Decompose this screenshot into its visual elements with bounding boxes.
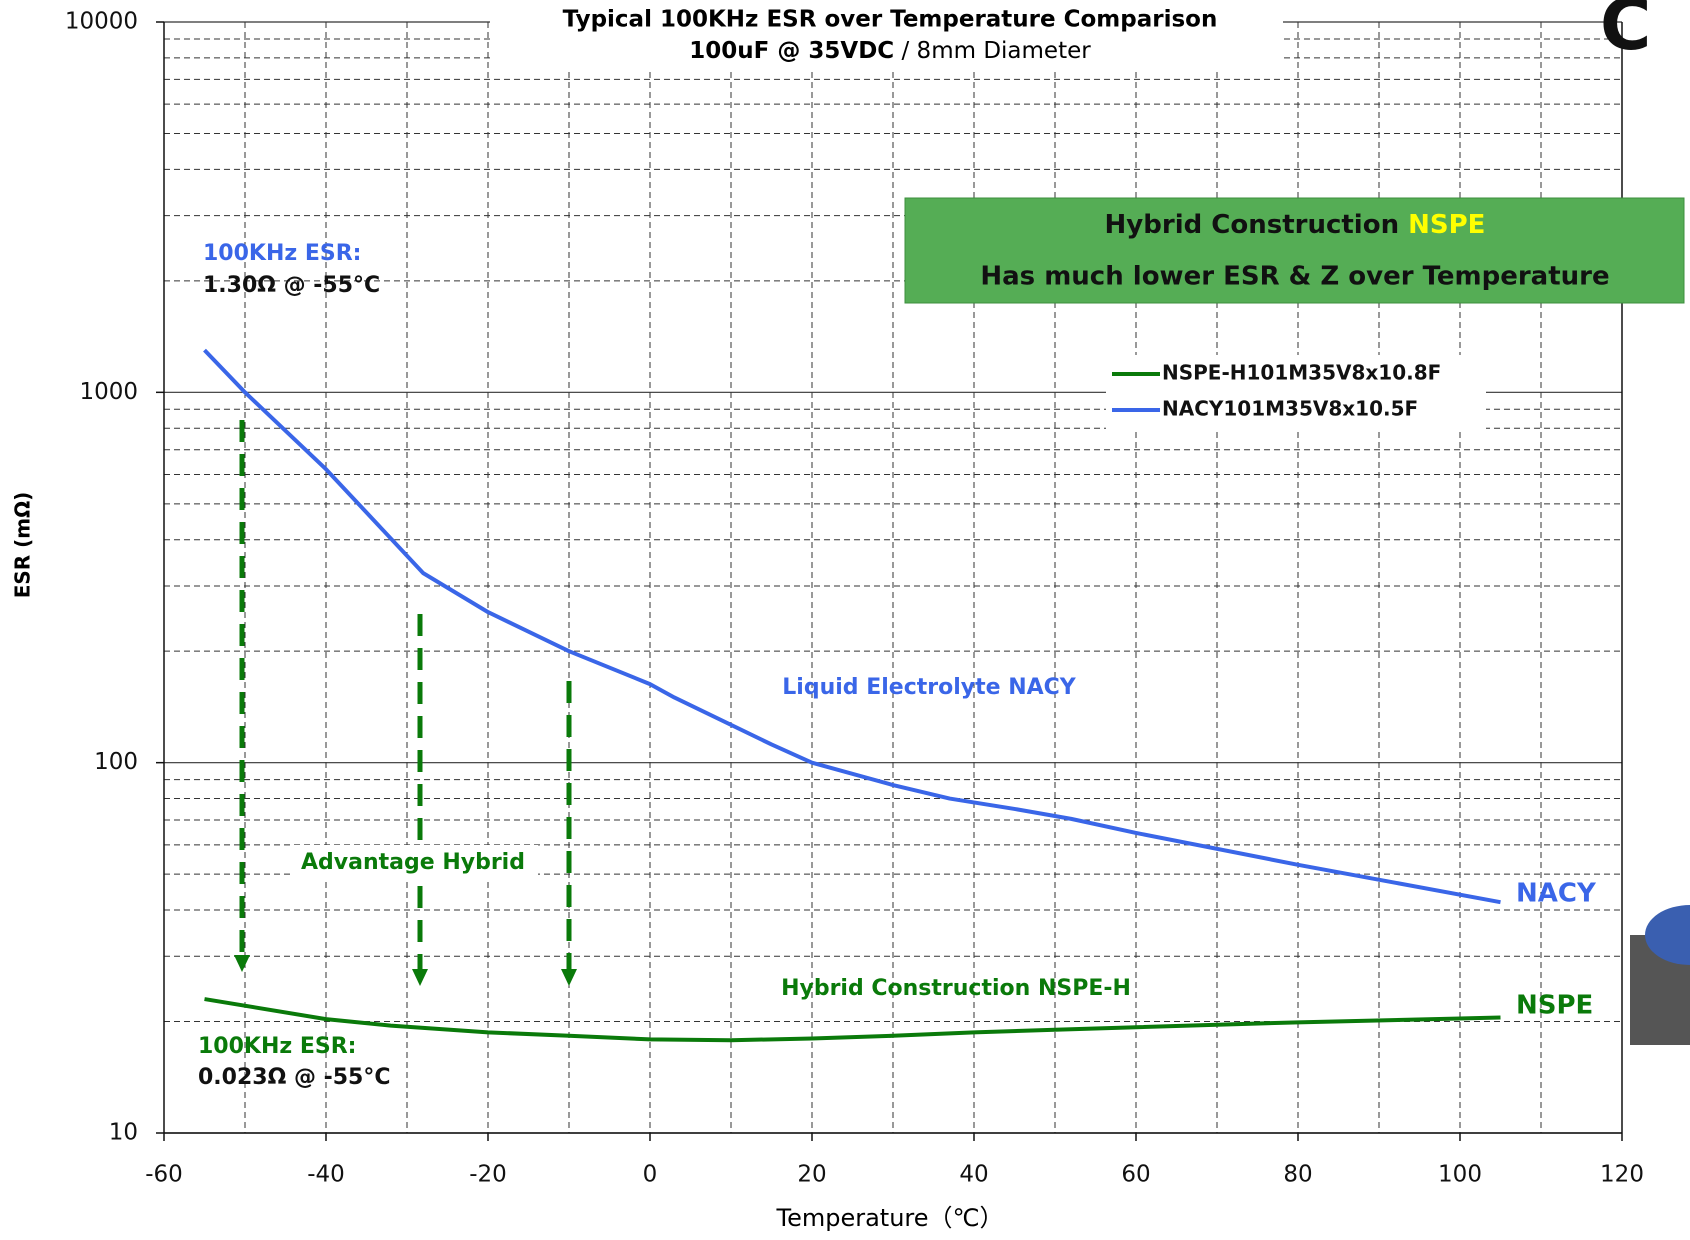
callout-line1: Hybrid Construction NSPE [1105,210,1486,240]
y-tick-label: 10 [109,1120,138,1146]
x-tick-label: 120 [1600,1162,1644,1188]
subtitle: / 8mm Diameter [894,38,1091,64]
x-tick-label: -40 [307,1162,345,1188]
legend-label: NSPE-H101M35V8x10.8F [1162,361,1441,385]
annotation: NSPE [1516,991,1593,1021]
annotation: Advantage Hybrid [301,850,525,875]
subtitle-bold: 100uF @ 35VDC [689,38,894,64]
series-line [205,350,1501,902]
x-tick-label: -20 [469,1162,507,1188]
callout-line2: Has much lower ESR & Z over Temperature [980,262,1609,292]
callout-highlight: NSPE [1408,210,1485,240]
series-line [205,999,1501,1040]
chart: Typical 100KHz ESR over Temperature Comp… [0,0,1690,1240]
x-tick-label: -60 [145,1162,183,1188]
x-tick-label: 80 [1283,1162,1312,1188]
y-tick-label: 1000 [79,379,138,405]
x-tick-label: 60 [1121,1162,1150,1188]
legend-label: NACY101M35V8x10.5F [1162,397,1418,421]
product-image [1630,905,1690,1045]
arrow-head [561,969,577,986]
arrows [242,420,569,969]
y-axis-label: ESR (mΩ) [11,492,35,599]
x-tick-label: 40 [959,1162,988,1188]
grid [156,22,1622,1141]
annotation: Liquid Electrolyte NACY [782,675,1076,700]
annotation: 1.30Ω @ -55°C [203,273,380,298]
annotation: 100KHz ESR: [198,1034,356,1059]
x-tick-label: 0 [643,1162,658,1188]
x-tick-label: 100 [1438,1162,1482,1188]
callout-text: Hybrid Construction [1105,210,1409,240]
y-tick-label: 100 [94,749,138,775]
x-tick-label: 20 [797,1162,826,1188]
annotation: 100KHz ESR: [203,241,361,266]
annotation: Hybrid Construction NSPE-H [781,976,1131,1001]
logo: C [1600,0,1651,66]
y-tick-label: 10000 [65,9,138,35]
annotation: NACY [1516,879,1597,909]
chart-subtitle: 100uF @ 35VDC / 8mm Diameter [689,38,1091,64]
x-axis-label: Temperature（℃） [776,1204,1004,1232]
arrow-head [234,955,250,972]
chart-title: Typical 100KHz ESR over Temperature Comp… [563,7,1218,33]
arrow-head [412,969,428,986]
annotation: 0.023Ω @ -55°C [198,1065,391,1090]
